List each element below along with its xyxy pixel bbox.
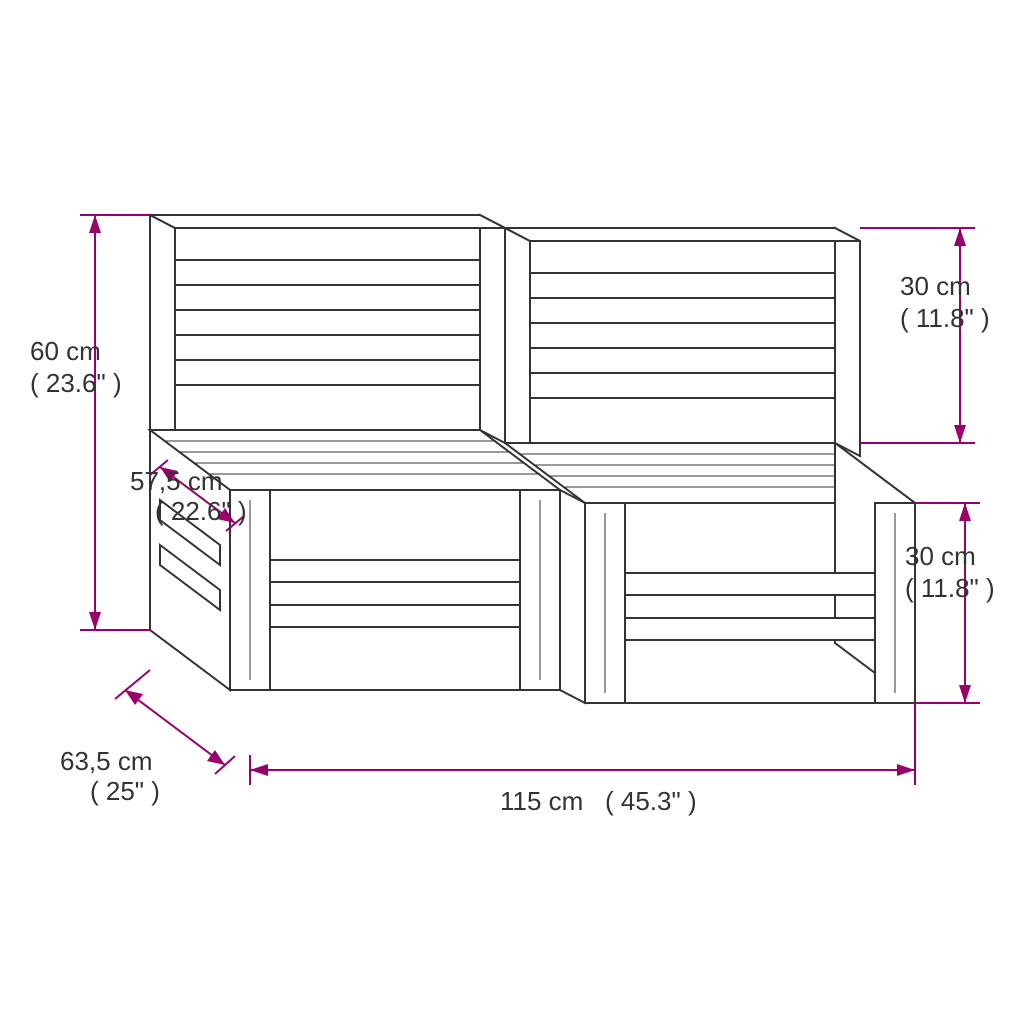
dim-backheight-in: ( 11.8" ) [900, 303, 990, 333]
dim-width-in: ( 45.3" ) [605, 786, 697, 816]
dim-height-cm: 60 cm [30, 336, 101, 366]
dim-depth-cm: 63,5 cm [60, 746, 153, 776]
dim-seatdepth-in: ( 22.6" ) [155, 496, 247, 526]
dim-width-cm: 115 cm [500, 786, 583, 816]
dim-backheight-cm: 30 cm [900, 271, 971, 301]
dim-seatheight-in: ( 11.8" ) [905, 573, 995, 603]
dim-depth-in: ( 25" ) [90, 776, 160, 806]
dim-seatheight-cm: 30 cm [905, 541, 976, 571]
dim-seatdepth-cm: 57,5 cm [130, 466, 223, 496]
dimension-diagram: 60 cm ( 23.6" ) 57,5 cm ( 22.6" ) 63,5 c… [0, 0, 1024, 1024]
dim-height-in: ( 23.6" ) [30, 368, 122, 398]
product-drawing [150, 215, 915, 703]
